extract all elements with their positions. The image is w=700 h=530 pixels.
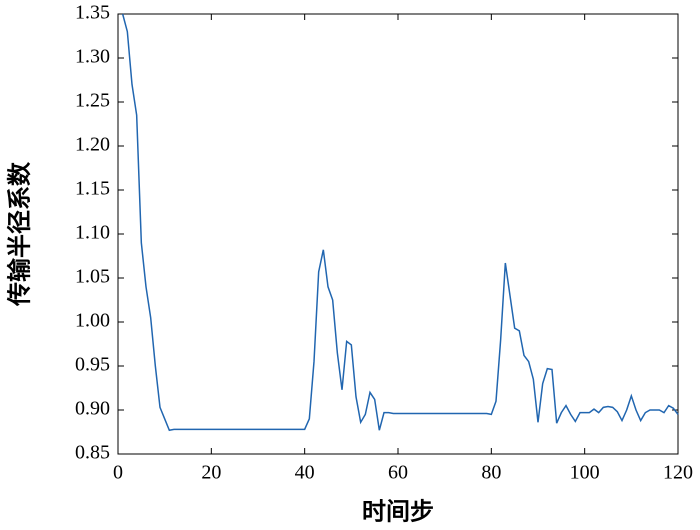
- data-line: [121, 13, 679, 432]
- y-axis-label: 传输半径系数: [6, 161, 34, 307]
- x-tick-label: 80: [481, 462, 501, 484]
- x-tick-label: 40: [295, 462, 315, 484]
- x-tick-label: 60: [388, 462, 408, 484]
- y-tick-label: 0.90: [75, 398, 110, 420]
- x-tick-label: 120: [663, 462, 693, 484]
- y-tick-label: 1.35: [75, 2, 110, 24]
- y-tick-label: 1.20: [75, 134, 110, 156]
- x-axis-label: 时间步: [362, 499, 434, 526]
- y-tick-label: 1.10: [75, 222, 110, 244]
- y-tick-label: 1.05: [75, 266, 110, 288]
- x-tick-label: 0: [113, 462, 123, 484]
- y-tick-label: 0.85: [75, 442, 110, 464]
- x-tick-label: 100: [570, 462, 600, 484]
- y-tick-label: 1.25: [75, 90, 110, 112]
- x-tick-label: 20: [201, 462, 221, 484]
- y-tick-label: 0.95: [75, 354, 110, 376]
- y-tick-label: 1.00: [75, 310, 110, 332]
- y-tick-label: 1.30: [75, 46, 110, 68]
- y-tick-label: 1.15: [75, 178, 110, 200]
- plot-frame: [117, 13, 679, 455]
